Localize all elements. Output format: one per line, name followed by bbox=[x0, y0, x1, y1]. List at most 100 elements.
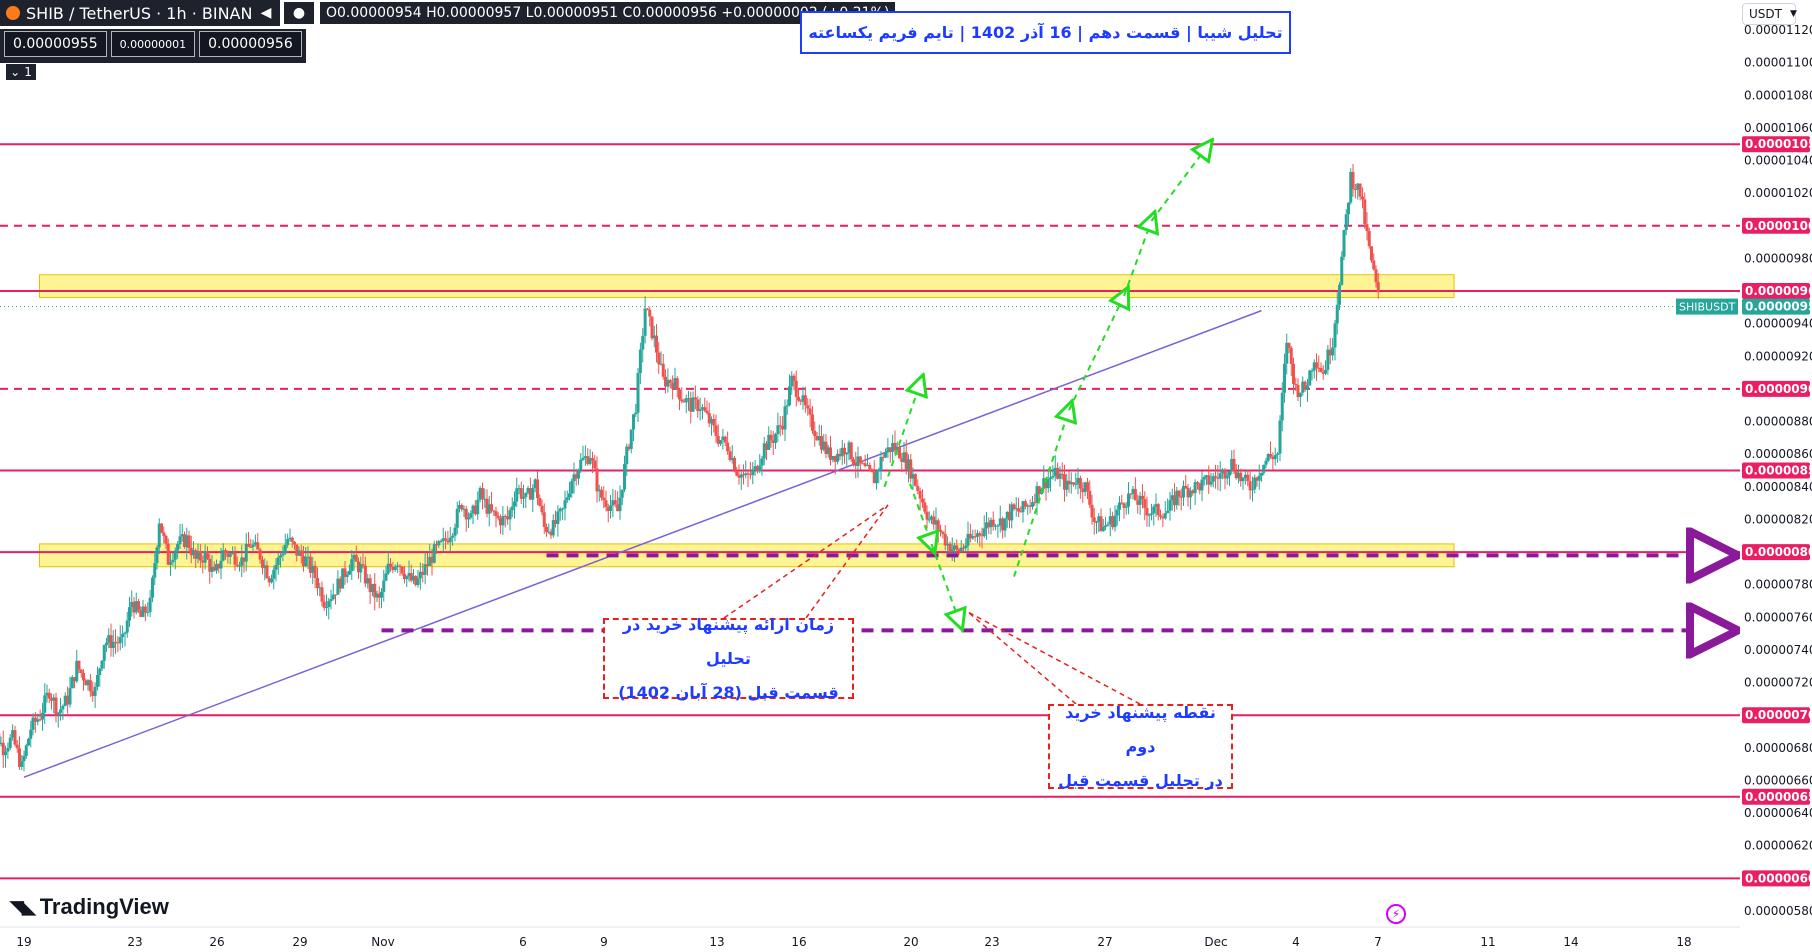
candle-body bbox=[634, 412, 638, 415]
candle-body bbox=[719, 440, 722, 444]
candle bbox=[100, 659, 104, 672]
candle-body bbox=[980, 535, 984, 537]
candle bbox=[739, 471, 743, 490]
tradingview-logo[interactable]: ◥◣ TradingView bbox=[10, 894, 169, 920]
candle-body bbox=[788, 386, 791, 406]
candle bbox=[306, 546, 310, 570]
candle bbox=[1186, 483, 1190, 507]
candle-body bbox=[606, 506, 610, 511]
candle-body bbox=[817, 436, 821, 441]
currency-selector[interactable]: USDT ▼ bbox=[1742, 3, 1797, 25]
eye-toggle-icon[interactable]: ◀ bbox=[252, 2, 280, 24]
candle-body bbox=[863, 463, 867, 467]
candle-body bbox=[666, 379, 670, 387]
candle bbox=[698, 397, 702, 421]
candle-body bbox=[1124, 506, 1128, 508]
indicator-collapse-button[interactable]: ⌄ 1 bbox=[6, 64, 36, 80]
candle bbox=[11, 724, 15, 741]
candle-body bbox=[1005, 511, 1009, 519]
candle-body bbox=[45, 692, 49, 696]
candle-body bbox=[583, 456, 587, 458]
candle bbox=[976, 529, 979, 544]
candle-body bbox=[276, 557, 280, 565]
candle-body bbox=[1260, 472, 1263, 476]
candle bbox=[909, 453, 913, 483]
candle bbox=[973, 529, 977, 542]
candle-body bbox=[398, 565, 402, 567]
candle bbox=[849, 441, 853, 462]
candle bbox=[744, 460, 748, 479]
candle-body bbox=[1083, 482, 1087, 493]
candle-body bbox=[192, 550, 195, 556]
candle bbox=[1283, 353, 1286, 403]
symbol-box[interactable]: SHIB / TetherUS · 1h · BINANCE bbox=[0, 0, 280, 26]
x-tick-label: 27 bbox=[1097, 935, 1112, 949]
candle bbox=[508, 507, 512, 531]
candle-body bbox=[895, 446, 899, 451]
candle bbox=[1051, 465, 1055, 480]
candle bbox=[811, 406, 814, 435]
candle bbox=[1161, 513, 1165, 527]
candle bbox=[33, 711, 37, 733]
candle-body bbox=[373, 583, 377, 598]
candle-body bbox=[1278, 420, 1282, 454]
candle bbox=[968, 523, 972, 543]
candle bbox=[313, 560, 317, 589]
candle-body bbox=[778, 425, 782, 427]
candle bbox=[620, 489, 624, 506]
candle-body bbox=[1232, 458, 1236, 472]
candle bbox=[980, 527, 984, 549]
candle bbox=[831, 455, 835, 463]
candle bbox=[1088, 480, 1092, 509]
candle-body bbox=[849, 442, 853, 460]
candle-body bbox=[377, 593, 381, 598]
candle-body bbox=[400, 566, 404, 574]
market-status-icon[interactable]: ● bbox=[284, 2, 314, 24]
candle-body bbox=[547, 531, 551, 533]
candle bbox=[123, 631, 127, 647]
candle-body bbox=[348, 570, 351, 575]
candle bbox=[1205, 474, 1208, 486]
symbol-label: SHIB / TetherUS · 1h · BINANCE bbox=[26, 3, 274, 23]
candle-body bbox=[187, 535, 191, 548]
candle-body bbox=[522, 497, 525, 499]
candle-body bbox=[1182, 485, 1185, 498]
candle-body bbox=[130, 601, 134, 608]
candle-body bbox=[1191, 490, 1195, 494]
candle-body bbox=[238, 565, 241, 567]
candle bbox=[1257, 464, 1261, 490]
candle-body bbox=[421, 571, 425, 575]
candle-body bbox=[563, 500, 567, 509]
candle bbox=[1156, 502, 1160, 521]
bid-price[interactable]: 0.00000955 bbox=[4, 31, 107, 57]
candle-body bbox=[121, 633, 125, 638]
ask-price[interactable]: 0.00000956 bbox=[199, 31, 302, 57]
candle bbox=[891, 434, 895, 461]
candle-body bbox=[733, 457, 736, 471]
candle-body bbox=[1376, 282, 1380, 293]
candle-body bbox=[70, 677, 74, 689]
candle-body bbox=[231, 552, 235, 554]
candle-body bbox=[1056, 467, 1060, 479]
candle-body bbox=[595, 468, 599, 492]
candle bbox=[735, 466, 739, 477]
candle-body bbox=[1044, 478, 1048, 489]
candle bbox=[1243, 470, 1247, 485]
candle-body bbox=[797, 396, 800, 401]
callout-pointer-1a bbox=[723, 504, 889, 619]
candle bbox=[1223, 467, 1227, 490]
candle bbox=[56, 711, 60, 728]
candle-body bbox=[932, 516, 936, 525]
candle-body bbox=[659, 363, 663, 365]
candle bbox=[879, 451, 883, 480]
indicator-count: 1 bbox=[24, 65, 32, 79]
candle bbox=[128, 596, 131, 628]
candle-body bbox=[366, 578, 370, 584]
candle-body bbox=[233, 552, 237, 565]
candle bbox=[808, 398, 812, 428]
candle-body bbox=[1294, 383, 1298, 386]
candle bbox=[930, 514, 933, 524]
lightning-icon[interactable]: ⚡ bbox=[1386, 904, 1406, 924]
